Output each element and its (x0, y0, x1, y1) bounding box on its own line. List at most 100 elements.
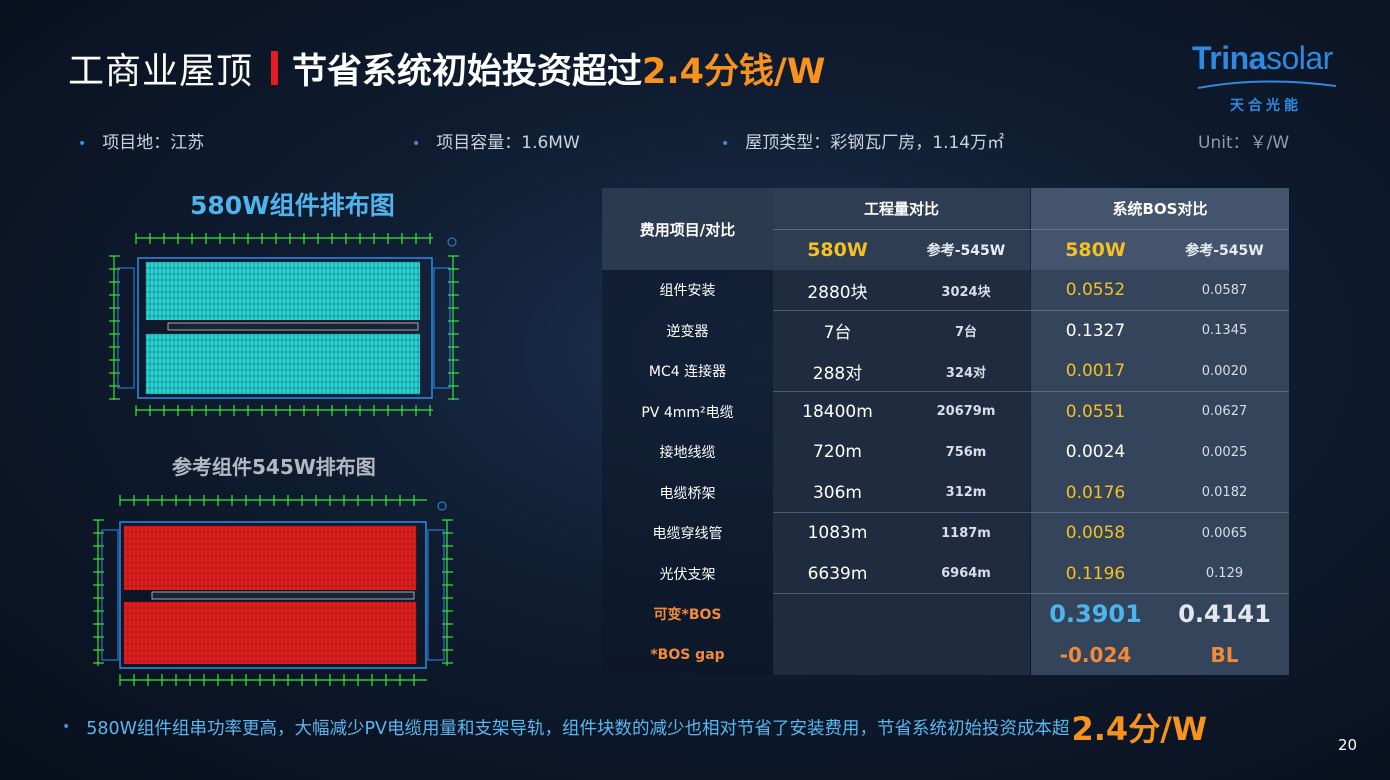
unit-label: Unit：￥/W (1198, 133, 1290, 153)
table-group-bos: 系统BOS对比 (1112, 200, 1208, 218)
north-icon (437, 501, 447, 511)
row-quantity-580: 18400m (802, 401, 873, 422)
row-bos-580: 0.0551 (1065, 401, 1126, 422)
bos-gap-580: -0.024 (1059, 642, 1132, 667)
row-item: 接地线缆 (659, 445, 716, 462)
row-item: 光伏支架 (659, 566, 716, 583)
walkway (151, 591, 415, 600)
row-quantity-545: 7台 (954, 325, 978, 341)
equipment-strip-left (117, 267, 135, 389)
logo-word-bold: Trina (1192, 40, 1266, 76)
row-quantity-580: 720m (812, 442, 862, 463)
variable-bos-label: 可变*BOS (653, 607, 722, 623)
table-group-quantity: 工程量对比 (863, 200, 939, 218)
row-item: 组件安装 (659, 283, 716, 300)
layout-545-heading: 参考组件545W排布图 (172, 455, 376, 479)
row-bos-545: 0.0587 (1201, 282, 1248, 298)
row-bos-580: 0.0176 (1065, 482, 1126, 503)
panel-array-bottom (124, 602, 416, 664)
row-item: 逆变器 (666, 323, 709, 340)
info-text: 项目容量：1.6MW (436, 133, 580, 153)
row-bos-580: 0.1196 (1065, 563, 1126, 584)
info-project-location: • 项目地：江苏 (78, 128, 204, 153)
row-bos-580: 0.1327 (1065, 320, 1126, 341)
row-item: PV 4mm²电缆 (641, 404, 734, 421)
title-divider-bar (271, 51, 279, 85)
row-quantity-545: 324对 (945, 365, 987, 381)
title-part3: 2.4分钱/W (642, 51, 826, 92)
bullet-icon: • (412, 136, 421, 152)
conclusion-text: 580W组件组串功率更高，大幅减少PV电缆用量和支架导轨，组件块数的减少也相对节… (86, 718, 1070, 739)
row-quantity-580: 2880块 (807, 282, 868, 303)
panel-array-top (146, 262, 420, 320)
row-quantity-580: 6639m (807, 563, 868, 584)
roof-outline (119, 521, 427, 669)
row-bos-580: 0.0552 (1065, 280, 1126, 301)
variable-bos-580: 0.3901 (1049, 600, 1142, 628)
roof-outline (137, 257, 433, 399)
title-part2: 节省系统初始投资超过 (292, 51, 643, 92)
comparison-table: 费用项目/对比 工程量对比 系统BOS对比 580W 参考-545W 580W … (602, 188, 1289, 675)
table-sub-545-quantity: 参考-545W (926, 242, 1006, 259)
row-bos-545: 0.1345 (1201, 323, 1248, 339)
row-quantity-545: 6964m (941, 566, 991, 582)
info-text: 屋顶类型：彩钢瓦厂房，1.14万㎡ (745, 133, 1005, 153)
conclusion-line: • 580W组件组串功率更高，大幅减少PV电缆用量和支架导轨，组件块数的减少也相… (62, 703, 1207, 751)
row-item: MC4 连接器 (648, 364, 727, 381)
panel-array-top (124, 526, 416, 590)
bullet-icon: • (721, 136, 730, 152)
row-quantity-580: 7台 (823, 323, 852, 344)
info-text: 项目地：江苏 (102, 133, 205, 153)
variable-bos-545: 0.4141 (1178, 600, 1271, 628)
equipment-strip-right (433, 267, 451, 389)
row-bos-545: 0.129 (1205, 566, 1244, 582)
row-quantity-545: 756m (945, 444, 987, 460)
trinasolar-logo: Trinasolar 天合光能 (1192, 40, 1342, 118)
logo-wordmark: Trinasolar (1192, 40, 1342, 77)
row-quantity-545: 3024块 (941, 284, 991, 300)
table-col-item-bg (602, 188, 773, 675)
row-bos-580: 0.0017 (1065, 361, 1126, 382)
equipment-strip-left (101, 529, 119, 661)
logo-subtitle: 天合光能 (1230, 98, 1302, 114)
logo-word-light: solar (1265, 40, 1333, 76)
slide-title: 工商业屋顶 节省系统初始投资超过 2.4分钱/W (68, 40, 825, 96)
table-col-bos-bg (1031, 188, 1289, 675)
row-quantity-545: 1187m (941, 525, 991, 541)
dimension-frame (109, 233, 459, 416)
row-quantity-580: 288对 (812, 363, 863, 384)
row-quantity-580: 1083m (807, 523, 868, 544)
equipment-strip-right (427, 529, 445, 661)
row-bos-580: 0.0024 (1065, 442, 1126, 463)
logo-swoosh-icon (1197, 80, 1337, 89)
row-bos-545: 0.0182 (1201, 485, 1248, 501)
row-bos-580: 0.0058 (1065, 523, 1126, 544)
table-sub-580-quantity: 580W (807, 238, 868, 261)
page-number: 20 (1338, 736, 1358, 754)
row-bos-545: 0.0020 (1201, 363, 1248, 379)
bos-gap-label: *BOS gap (650, 646, 725, 663)
row-bos-545: 0.0627 (1201, 404, 1248, 420)
info-roof-type: • 屋顶类型：彩钢瓦厂房，1.14万㎡ (721, 128, 1004, 153)
north-icon (447, 237, 457, 247)
walkway (167, 322, 419, 331)
row-quantity-545: 20679m (936, 404, 996, 420)
row-item: 电缆桥架 (659, 485, 716, 502)
table-col-header: 费用项目/对比 (639, 220, 736, 239)
row-bos-545: 0.0065 (1201, 525, 1248, 541)
row-bos-545: 0.0025 (1201, 444, 1248, 460)
row-item: 电缆穿线管 (652, 526, 723, 543)
table-sub-545-bos: 参考-545W (1185, 242, 1264, 259)
row-quantity-580: 306m (812, 482, 862, 503)
info-project-capacity: • 项目容量：1.6MW (412, 128, 580, 153)
bos-gap-545: BL (1210, 642, 1239, 667)
title-part1: 工商业屋顶 (68, 51, 254, 92)
layout-545-drawing (93, 495, 453, 686)
row-quantity-545: 312m (945, 485, 987, 501)
bullet-icon: • (62, 719, 71, 735)
layout-580-drawing (109, 233, 459, 416)
table-sub-580-bos: 580W (1065, 238, 1126, 261)
layout-580-heading: 580W组件排布图 (190, 191, 395, 220)
table-col-quantity-bg (773, 188, 1030, 675)
conclusion-emphasis: 2.4分/W (1071, 710, 1208, 748)
